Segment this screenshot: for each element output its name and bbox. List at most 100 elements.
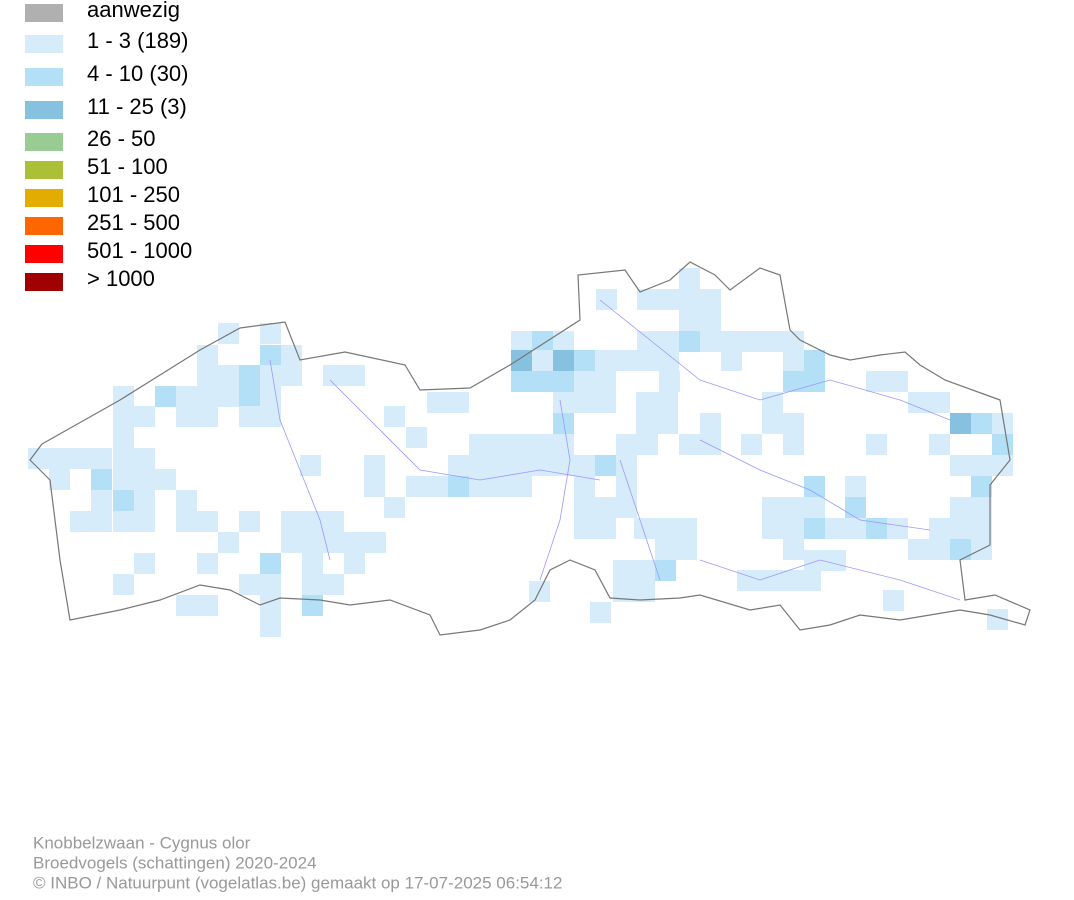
grid-cell [637,289,658,310]
grid-cell [427,392,448,413]
grid-cell [616,497,637,518]
grid-cell [218,386,239,407]
grid-cell [783,497,804,518]
grid-cell [260,574,281,595]
grid-cell [655,518,676,539]
grid-cell [574,350,595,371]
grid-cell [700,413,721,434]
legend-label: 251 - 500 [87,210,180,235]
grid-cell [113,490,134,511]
legend: aanwezig 1 - 3 (189) 4 - 10 (30) 11 - 25 (3… [25,0,192,291]
grid-cell [887,371,908,392]
grid-cell [616,434,637,455]
legend-swatch [25,133,63,151]
grid-cell [679,289,700,310]
grid-cell [49,469,70,490]
grid-cell [634,518,655,539]
grid-cell [197,345,218,366]
grid-cell [384,406,405,427]
grid-cell [302,532,323,553]
grid-cell [176,595,197,616]
grid-cell [70,448,91,469]
grid-cell [595,350,616,371]
grid-cell [637,331,658,352]
grid-cell [469,434,490,455]
grid-cell [655,560,676,581]
grid-cell [616,476,637,497]
grid-cell [574,455,595,476]
grid-cell [908,539,929,560]
legend-label: 11 - 25 (3) [87,94,187,119]
grid-cell [260,386,281,407]
grid-cell [155,469,176,490]
legend-label: 501 - 1000 [87,238,192,263]
grid-cell [595,497,616,518]
grid-cell [616,350,637,371]
grid-cell [929,434,950,455]
grid-cell [113,406,134,427]
grid-cell [302,511,323,532]
grid-cell [197,406,218,427]
grid-cell [783,371,804,392]
grid-cell [218,532,239,553]
grid-cell [344,553,365,574]
grid-cell [950,413,971,434]
grid-cell [91,511,112,532]
grid-cell [323,574,344,595]
grid-cell [950,455,971,476]
grid-cell [113,469,134,490]
grid-cell [742,331,763,352]
grid-cell [929,518,950,539]
grid-cell [532,455,553,476]
grid-cell [113,427,134,448]
grid-cell [469,476,490,497]
grid-cell [659,371,680,392]
grid-cell [574,371,595,392]
grid-cell [239,406,260,427]
grid-cell [260,616,281,637]
grid-cell [511,371,532,392]
grid-cell [762,518,783,539]
grid-cell [804,350,825,371]
grid-cell [511,350,532,371]
grid-cell [511,331,532,352]
grid-cell [783,413,804,434]
grid-cell [553,413,574,434]
grid-cell [113,511,134,532]
grid-cell [490,434,511,455]
grid-cell [91,490,112,511]
grid-cell [737,570,758,591]
grid-cell [427,476,448,497]
grid-cell [260,553,281,574]
grid-cell [113,574,134,595]
region-outline [29,261,1031,636]
grid-cell [134,553,155,574]
grid-cell [950,518,971,539]
grid-cell [987,609,1008,630]
grid-cell [260,345,281,366]
grid-cell [800,570,821,591]
grid-cell [845,497,866,518]
grid-cell [676,518,697,539]
footer-line: Knobbelzwaan - Cygnus olor [33,833,251,852]
footer-line: Broedvogels (schattingen) 2020-2024 [33,853,317,872]
grid-cell [197,595,218,616]
legend-swatch [25,217,63,235]
legend-label: 4 - 10 (30) [87,61,189,86]
grid-cell [845,518,866,539]
grid-cell [657,413,678,434]
grid-cell [637,434,658,455]
grid-cell [613,560,634,581]
grid-cell [804,371,825,392]
legend-swatch [25,4,63,22]
grid-cell [655,539,676,560]
grid-cell [762,497,783,518]
legend-label: 51 - 100 [87,154,168,179]
grid-cell [971,455,992,476]
grid-cell [364,455,385,476]
grid-cell [574,392,595,413]
grid-cell [281,511,302,532]
grid-cell [302,574,323,595]
grid-cell [636,413,657,434]
grid-cell [721,350,742,371]
